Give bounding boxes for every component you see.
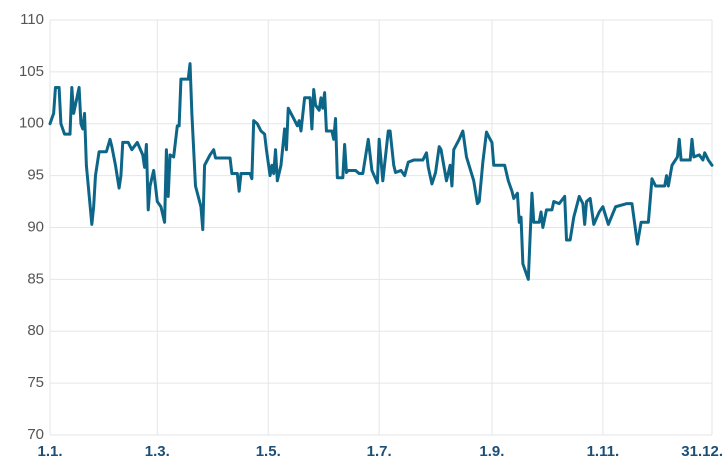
y-tick-label: 105: [19, 63, 44, 80]
x-tick-label: 1.3.: [145, 443, 170, 460]
x-tick-label: 1.11.: [587, 443, 620, 460]
y-tick-label: 95: [27, 167, 44, 184]
x-tick-label: 31.12.: [681, 443, 723, 460]
series-line: [48, 62, 714, 281]
y-tick-label: 85: [27, 270, 44, 287]
x-tick-label: 1.5.: [256, 443, 281, 460]
y-tick-label: 75: [27, 374, 44, 391]
y-tick-label: 100: [19, 115, 44, 132]
y-tick-label: 110: [20, 11, 44, 28]
y-tick-label: 70: [27, 426, 44, 443]
x-tick-label: 1.9.: [479, 443, 504, 460]
y-tick-label: 90: [27, 218, 44, 235]
y-tick-label: 80: [27, 322, 44, 339]
x-tick-label: 1.7.: [367, 443, 392, 460]
x-tick-label: 1.1.: [37, 443, 62, 460]
